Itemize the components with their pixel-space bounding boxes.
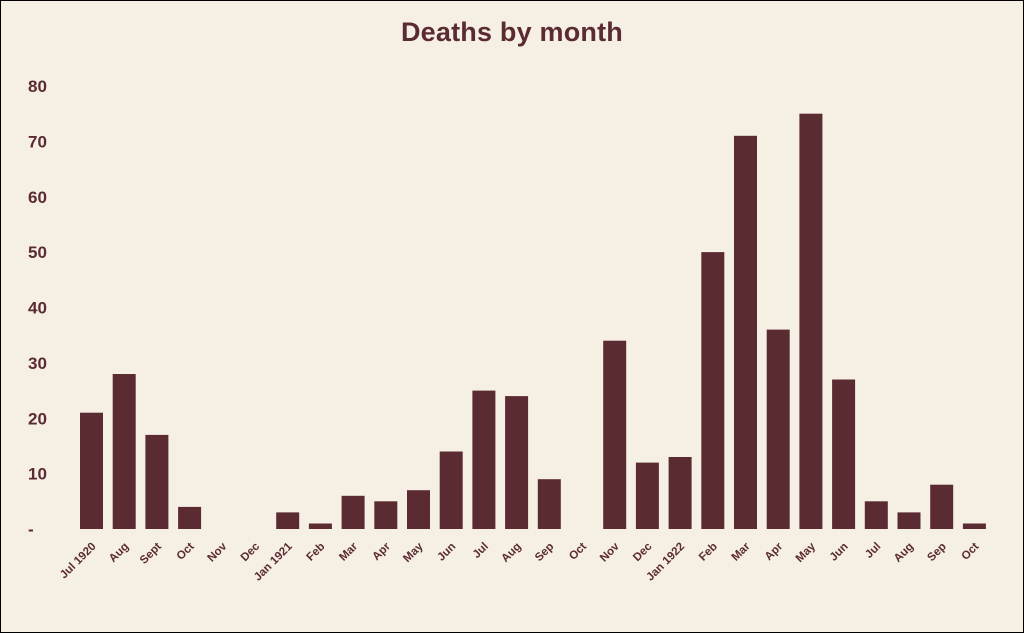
x-tick-label: Jun <box>828 541 851 564</box>
y-tick-label: 60 <box>28 188 47 207</box>
bar <box>668 457 692 529</box>
y-tick-label: 70 <box>28 132 47 151</box>
bar <box>439 451 463 529</box>
bar <box>799 113 823 529</box>
x-tick-label: Jul <box>471 541 491 561</box>
y-tick-label: 30 <box>28 354 47 373</box>
x-tick-label: Dec <box>239 540 263 564</box>
x-tick-label: Jul 1920 <box>58 541 99 582</box>
x-tick-label: Nov <box>598 540 622 564</box>
x-tick-label: May <box>794 540 819 565</box>
bar <box>178 506 202 529</box>
bar <box>374 501 398 529</box>
x-tick-label: Nov <box>206 540 230 564</box>
y-tick-label: 40 <box>28 299 47 318</box>
x-tick-label: Jun <box>435 541 458 564</box>
x-tick-label: Aug <box>892 541 916 565</box>
x-tick-label: Oct <box>175 541 197 563</box>
x-tick-label: May <box>401 540 426 565</box>
bar <box>537 479 561 529</box>
bar <box>341 495 365 529</box>
bar <box>112 374 136 529</box>
bar <box>472 390 496 529</box>
x-tick-label: Feb <box>697 541 720 564</box>
bar <box>766 329 790 529</box>
bar <box>864 501 888 529</box>
bar <box>308 523 332 529</box>
bar <box>635 462 659 529</box>
bar <box>734 135 757 530</box>
x-tick-label: Sep <box>533 541 556 564</box>
x-tick-label: Apr <box>370 540 393 563</box>
bar <box>962 523 986 529</box>
x-tick-label: Aug <box>107 541 131 565</box>
x-tick-label: Oct <box>567 541 589 563</box>
bar <box>407 490 430 529</box>
x-tick-label: Sep <box>925 541 948 564</box>
y-tick-label: 50 <box>28 243 47 262</box>
x-tick-label: Dec <box>631 540 655 564</box>
bar <box>276 512 300 529</box>
x-tick-label: Feb <box>305 541 328 564</box>
bar <box>603 340 627 529</box>
x-tick-label: Sept <box>138 541 164 567</box>
x-tick-label: Aug <box>499 541 523 565</box>
x-tick-label: Mar <box>337 540 360 563</box>
chart-title: Deaths by month <box>400 17 624 47</box>
x-tick-label: Jul <box>863 541 883 561</box>
bar <box>80 412 103 529</box>
bar <box>930 484 954 529</box>
y-tick-label: - <box>28 520 34 539</box>
x-tick-label: Apr <box>763 540 786 563</box>
bar <box>832 379 856 529</box>
x-tick-label: Oct <box>959 541 981 563</box>
x-tick-label: Mar <box>730 540 753 563</box>
y-tick-label: 20 <box>28 409 47 428</box>
y-tick-label: 80 <box>28 77 47 96</box>
bar <box>145 434 169 529</box>
bar <box>897 512 921 529</box>
y-tick-label: 10 <box>28 465 47 484</box>
bar <box>505 396 529 529</box>
bar <box>701 252 725 529</box>
